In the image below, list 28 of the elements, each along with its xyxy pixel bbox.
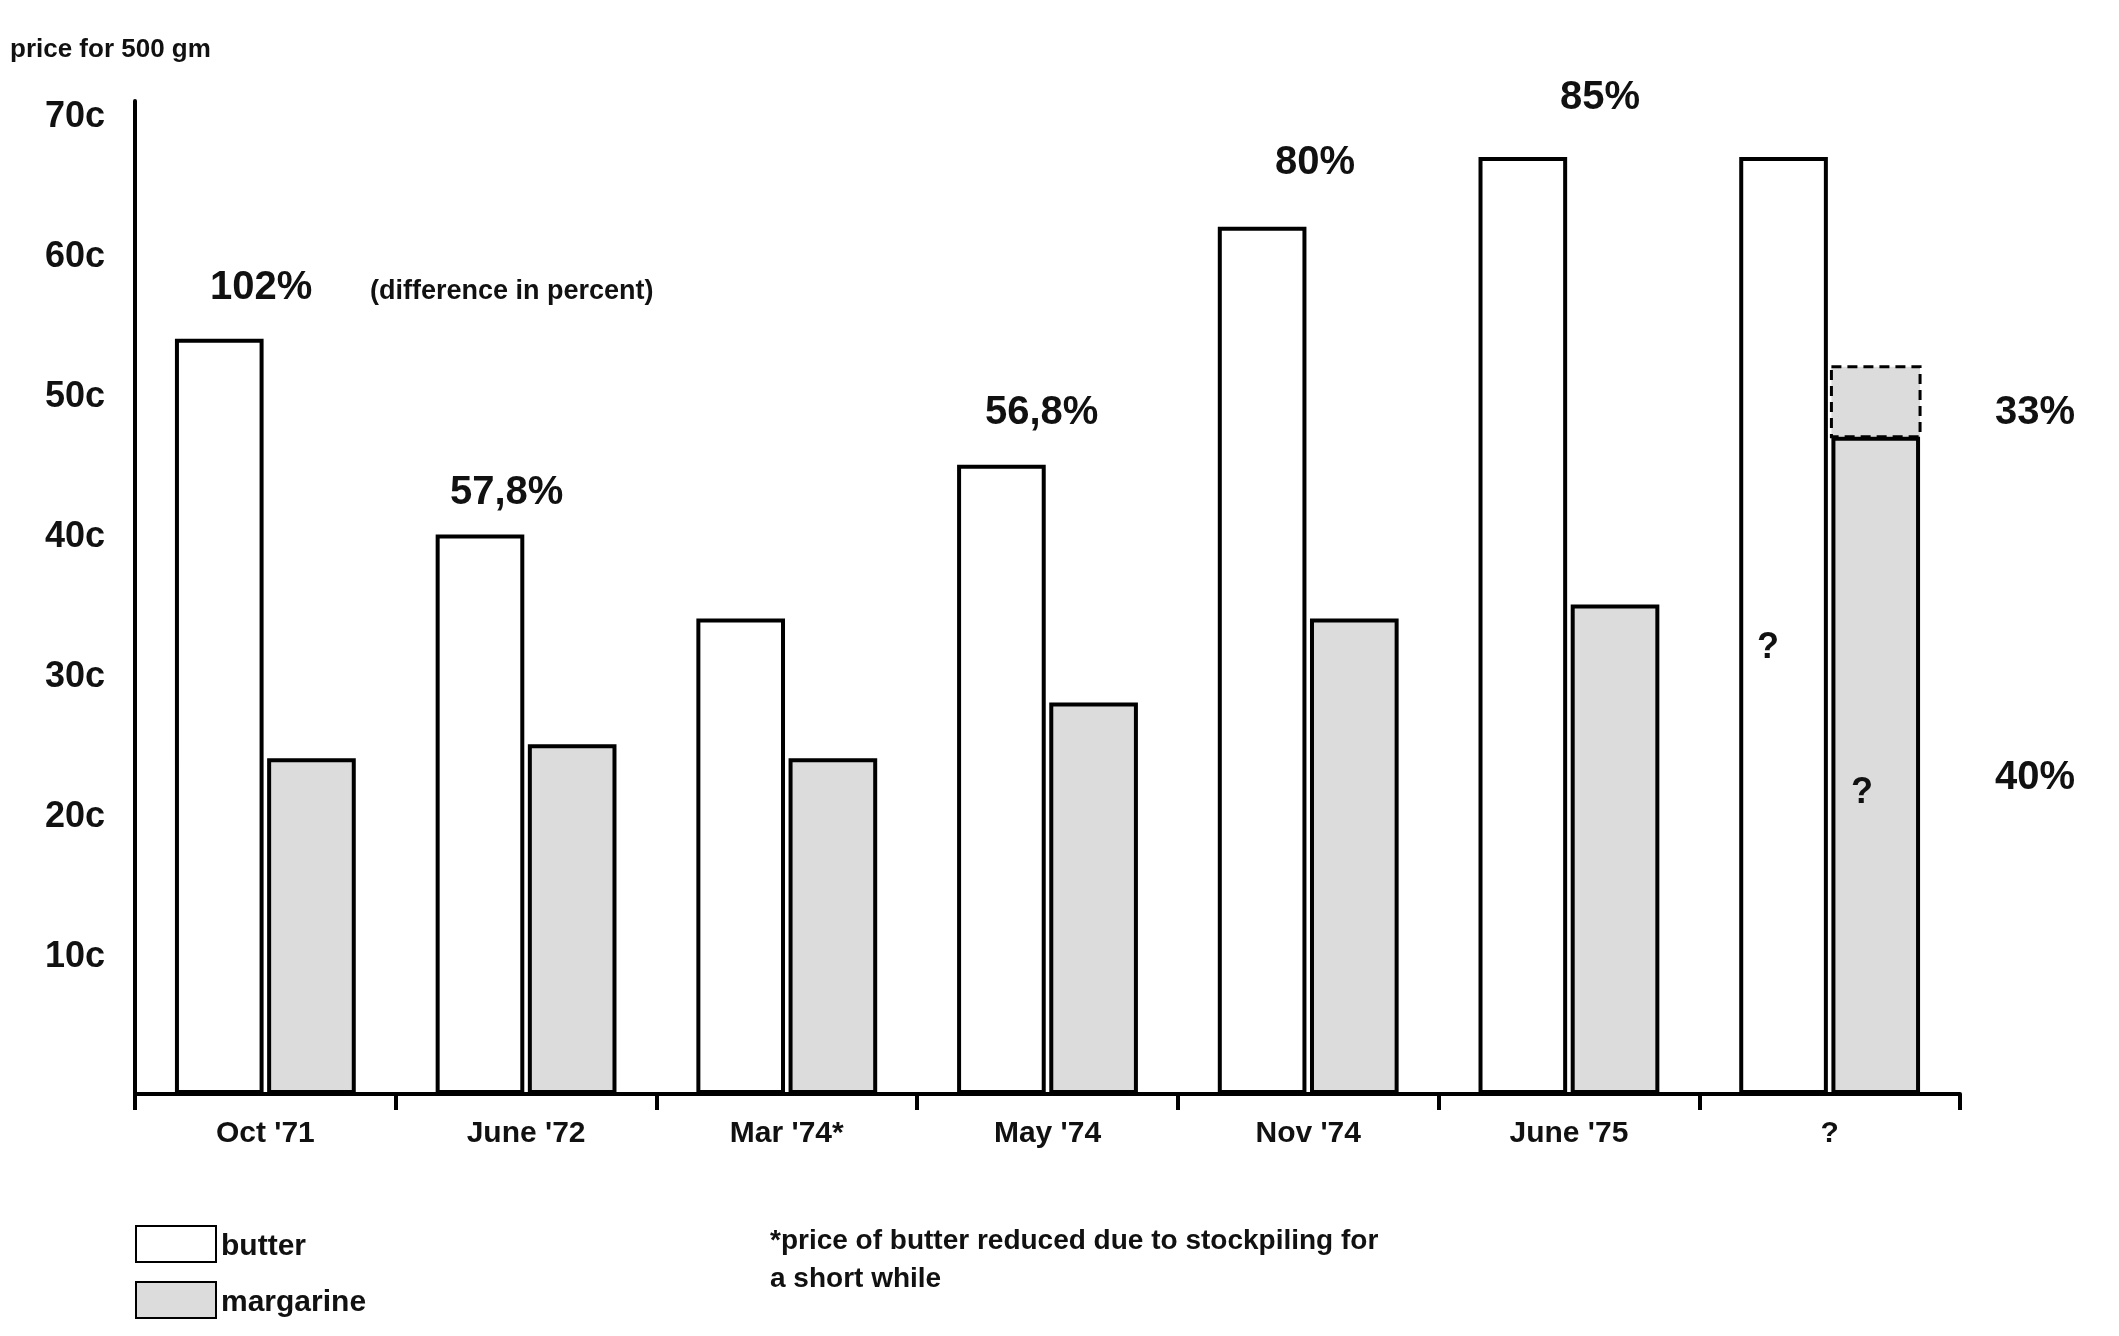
y-tick-label: 60c — [44, 234, 105, 276]
annotation: (difference in percent) — [370, 275, 654, 305]
y-axis-title: price for 500 gm — [10, 33, 211, 63]
annotation: 102% — [210, 263, 313, 307]
text: 40% — [1995, 753, 2076, 797]
y-tick-label: 30c — [44, 653, 105, 695]
annotation: 80% — [1275, 138, 1356, 182]
text: 33% — [1995, 388, 2076, 432]
annotation: ? — [1757, 624, 1779, 666]
annotation: 85% — [1560, 73, 1641, 117]
x-tick-label: June '72 — [466, 1114, 586, 1148]
text: *price of butter reduced due to stockpiling for a short while — [770, 1223, 1387, 1293]
x-tick-label: Nov '74 — [1255, 1114, 1362, 1148]
annotation: 57,8% — [450, 468, 564, 512]
annotation: ? — [1851, 769, 1873, 811]
y-tick-label: 40c — [44, 514, 105, 556]
legend-label: butter — [221, 1227, 307, 1261]
x-tick-label: ? — [1820, 1114, 1839, 1148]
x-tick-label: Oct '71 — [215, 1114, 315, 1148]
y-tick-label: 20c — [44, 793, 105, 835]
legend-label: margarine — [221, 1283, 367, 1317]
x-tick-label: June '75 — [1509, 1114, 1629, 1148]
y-tick-label: 50c — [44, 374, 105, 416]
x-tick-label: Mar '74* — [729, 1114, 845, 1148]
x-tick-label: May '74 — [993, 1114, 1102, 1148]
y-tick-label: 10c — [44, 933, 105, 975]
annotation: 56,8% — [985, 388, 1099, 432]
y-tick-label: 70c — [44, 94, 105, 136]
